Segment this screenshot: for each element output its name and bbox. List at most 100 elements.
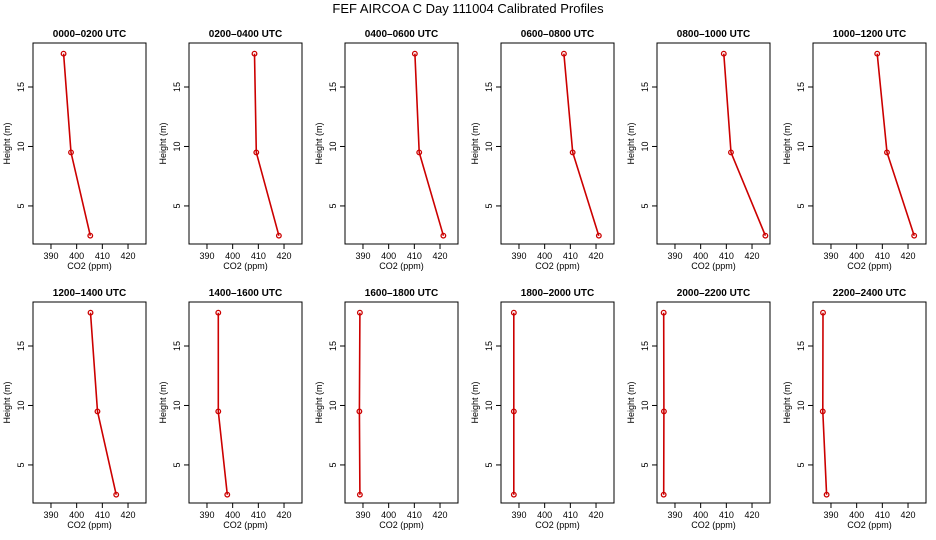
panel-title: 0000–0200 UTC <box>53 29 126 40</box>
x-tick-label: 420 <box>901 510 916 520</box>
x-tick-label: 410 <box>95 251 110 261</box>
profile-panel: 1200–1400 UTC 390 400 410 420 5 10 15 CO2 (ppm) H… <box>2 288 147 530</box>
profile-panel: 0800–1000 UTC 390 400 410 420 5 10 15 CO2 (ppm) H… <box>626 29 771 271</box>
plot-frame <box>500 301 615 504</box>
x-tick-label: 410 <box>719 510 734 520</box>
data-point <box>251 50 258 57</box>
x-tick-label: 410 <box>251 510 266 520</box>
y-axis-label: Height (m) <box>470 122 480 164</box>
panel-title: 1400–1600 UTC <box>209 288 282 299</box>
x-tick-label: 390 <box>355 510 370 520</box>
y-tick-label: 5 <box>640 203 650 208</box>
y-axis-label: Height (m) <box>2 122 12 164</box>
y-axis-label: Height (m) <box>158 381 168 423</box>
data-point <box>560 50 567 57</box>
x-tick-label: 390 <box>511 251 526 261</box>
y-tick-label: 15 <box>16 341 26 351</box>
x-tick-label: 390 <box>667 251 682 261</box>
data-point <box>660 491 667 498</box>
data-point <box>87 309 94 316</box>
panel-title: 0800–1000 UTC <box>677 29 750 40</box>
x-tick-label: 400 <box>849 510 864 520</box>
x-tick-label: 410 <box>251 251 266 261</box>
data-point <box>87 232 94 239</box>
data-point <box>60 50 67 57</box>
y-tick-label: 15 <box>796 341 806 351</box>
profile-panel: 1800–2000 UTC 390 400 410 420 5 10 15 CO2 (ppm) H… <box>470 288 615 530</box>
y-tick-label: 10 <box>16 141 26 151</box>
y-tick-label: 10 <box>328 400 338 410</box>
x-tick-label: 400 <box>693 251 708 261</box>
profile-line <box>876 53 915 236</box>
data-point <box>113 491 120 498</box>
y-axis-label: Height (m) <box>782 381 792 423</box>
panel-title: 1000–1200 UTC <box>833 29 906 40</box>
x-axis-label: CO2 (ppm) <box>847 261 892 271</box>
y-tick-label: 10 <box>172 141 182 151</box>
data-point <box>68 149 74 156</box>
x-tick-label: 410 <box>563 510 578 520</box>
y-tick-label: 15 <box>328 82 338 92</box>
x-tick-label: 400 <box>225 510 240 520</box>
profile-line <box>414 53 445 236</box>
panel-title: 0200–0400 UTC <box>209 29 282 40</box>
y-tick-label: 10 <box>328 141 338 151</box>
figure-title: FEF AIRCOA C Day 111004 Calibrated Profi… <box>332 1 604 16</box>
data-point <box>253 149 260 156</box>
data-point <box>728 149 734 156</box>
x-tick-label: 400 <box>69 251 84 261</box>
panel-title: 0400–0600 UTC <box>365 29 438 40</box>
x-tick-label: 400 <box>537 510 552 520</box>
y-tick-label: 10 <box>16 400 26 410</box>
data-point <box>884 149 890 156</box>
x-tick-label: 420 <box>277 510 292 520</box>
profile-line <box>62 53 92 236</box>
x-tick-label: 400 <box>381 510 396 520</box>
profile-line <box>563 53 600 236</box>
x-axis-label: CO2 (ppm) <box>535 261 580 271</box>
x-axis-label: CO2 (ppm) <box>223 261 268 271</box>
profile-panel: 2200–2400 UTC 390 400 410 420 5 10 15 CO2 (ppm) H… <box>782 288 927 530</box>
x-tick-label: 420 <box>901 251 916 261</box>
y-tick-label: 15 <box>16 82 26 92</box>
x-tick-label: 420 <box>745 510 760 520</box>
data-point <box>595 232 602 239</box>
y-tick-label: 15 <box>796 82 806 92</box>
x-axis-label: CO2 (ppm) <box>691 520 736 530</box>
data-point <box>819 408 826 415</box>
y-tick-label: 15 <box>484 341 494 351</box>
plot-frame <box>32 301 147 504</box>
data-point <box>569 149 576 156</box>
panel-title: 1800–2000 UTC <box>521 288 594 299</box>
x-axis-label: CO2 (ppm) <box>379 261 424 271</box>
y-tick-label: 5 <box>328 462 338 467</box>
data-point <box>874 50 881 57</box>
x-tick-label: 420 <box>745 251 760 261</box>
x-tick-label: 390 <box>199 251 214 261</box>
x-tick-label: 390 <box>43 510 58 520</box>
data-point <box>762 232 769 239</box>
profile-panel: 0600–0800 UTC 390 400 410 420 5 10 15 CO2 (ppm) H… <box>470 29 615 271</box>
plot-frame <box>656 301 771 504</box>
profile-line <box>723 53 767 237</box>
profile-panel: 0200–0400 UTC 390 400 410 420 5 10 15 CO2 (ppm) H… <box>158 29 303 271</box>
plot-frame <box>656 42 771 245</box>
x-tick-label: 390 <box>199 510 214 520</box>
x-tick-label: 410 <box>407 251 422 261</box>
profile-line <box>821 312 828 495</box>
data-point <box>510 309 517 316</box>
y-axis-label: Height (m) <box>314 122 324 164</box>
y-tick-label: 5 <box>172 203 182 208</box>
data-point <box>820 309 826 316</box>
x-tick-label: 420 <box>121 510 136 520</box>
data-point <box>510 491 517 498</box>
y-tick-label: 5 <box>328 203 338 208</box>
y-tick-label: 5 <box>796 462 806 467</box>
data-point <box>416 149 423 156</box>
y-axis-label: Height (m) <box>782 122 792 164</box>
profile-panel: 0400–0600 UTC 390 400 410 420 5 10 15 CO2 (ppm) H… <box>314 29 459 271</box>
plot-frame <box>500 42 615 245</box>
y-axis-label: Height (m) <box>158 122 168 164</box>
y-tick-label: 15 <box>640 82 650 92</box>
data-point <box>356 491 363 498</box>
